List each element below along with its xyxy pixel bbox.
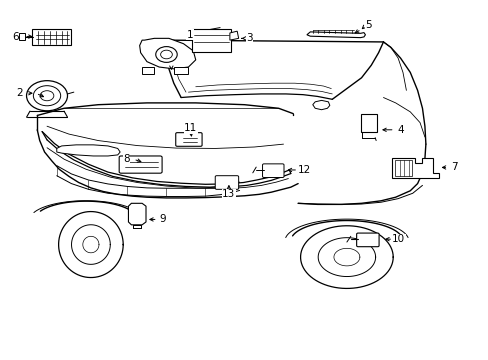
- Text: 9: 9: [159, 215, 165, 224]
- Text: 10: 10: [391, 234, 405, 244]
- Text: 1: 1: [186, 30, 193, 40]
- Polygon shape: [312, 100, 329, 110]
- Text: 4: 4: [396, 125, 403, 135]
- FancyBboxPatch shape: [175, 133, 202, 146]
- Polygon shape: [391, 158, 438, 178]
- Polygon shape: [57, 145, 120, 156]
- FancyBboxPatch shape: [262, 164, 284, 177]
- Text: 13: 13: [222, 189, 235, 199]
- Text: 6: 6: [12, 32, 19, 41]
- Polygon shape: [142, 67, 154, 74]
- Polygon shape: [19, 33, 25, 40]
- FancyBboxPatch shape: [360, 114, 376, 132]
- Polygon shape: [173, 67, 188, 74]
- FancyBboxPatch shape: [192, 29, 230, 51]
- Text: 11: 11: [184, 123, 197, 133]
- FancyBboxPatch shape: [215, 176, 238, 189]
- Polygon shape: [229, 31, 238, 40]
- Text: 5: 5: [365, 20, 371, 30]
- FancyBboxPatch shape: [119, 156, 162, 173]
- FancyBboxPatch shape: [356, 233, 378, 247]
- Text: 3: 3: [245, 33, 252, 43]
- Text: 8: 8: [123, 154, 129, 164]
- FancyBboxPatch shape: [32, 30, 71, 45]
- Polygon shape: [394, 160, 411, 176]
- Polygon shape: [306, 32, 365, 38]
- Text: 12: 12: [297, 165, 310, 175]
- Polygon shape: [128, 203, 146, 225]
- Text: 2: 2: [16, 88, 22, 98]
- Text: 7: 7: [450, 162, 457, 172]
- Polygon shape: [140, 39, 195, 69]
